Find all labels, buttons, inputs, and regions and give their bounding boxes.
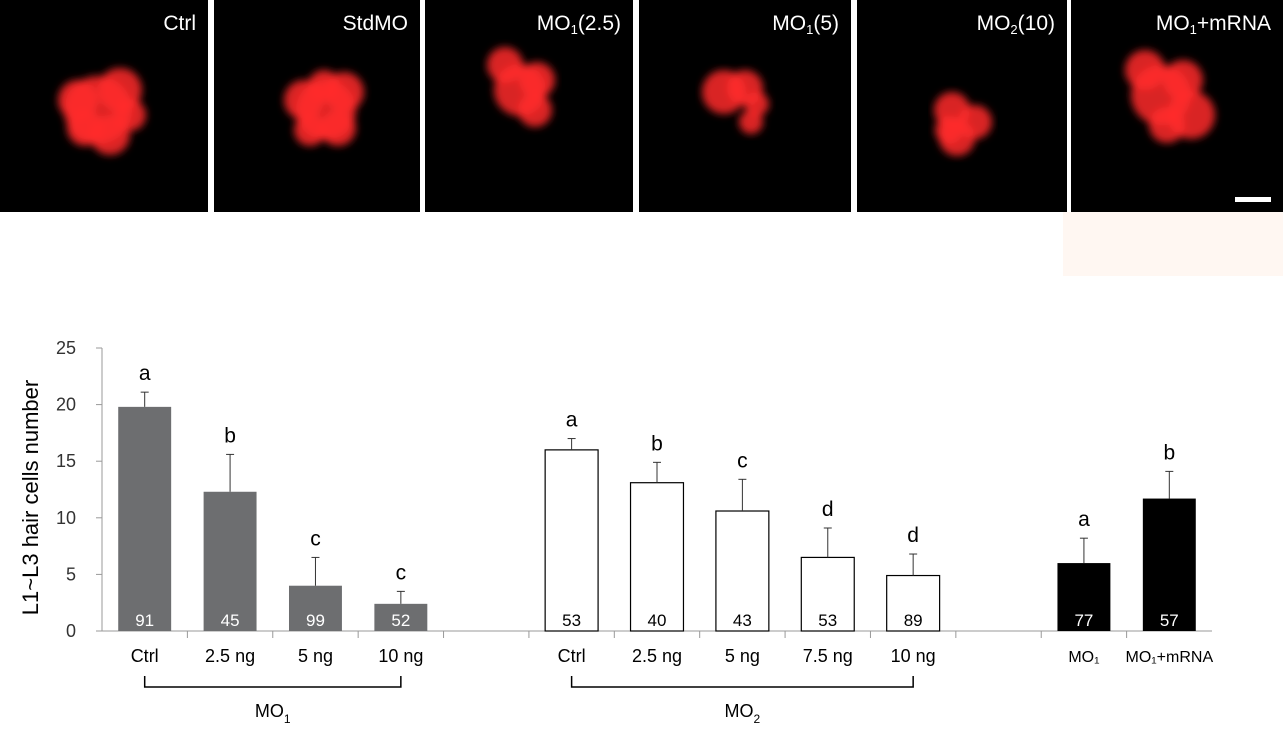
group1-significance-letter: b [224,424,236,447]
cell-cluster-image [284,70,364,146]
y-tick-label: 20 [56,395,76,415]
image-panels: Ctrl StdMO MO1(2.5) MO1(5) MO2(10) MO1+mRNA [0,0,1283,212]
group2-bar-4 [800,556,855,632]
group2-significance-letter: c [737,449,748,472]
panel-label: MO1+mRNA [1155,12,1271,37]
panel-label: MO2(10) [976,12,1055,37]
y-tick-label: 15 [56,451,76,471]
group3-category-label: MO₁ [1068,649,1099,666]
group2-bar-1 [544,449,599,632]
group2-category-label: 5 ng [725,646,760,666]
bar-chart: 0 5 10 15 20 25 L1~L3 hair cells number a 91 Ctrl… [18,338,1213,726]
panel-label: StdMO [342,12,408,35]
panel-5: MO2(10) [857,0,1067,212]
group2-significance-letter: d [822,498,834,521]
cell-cluster-image [1125,50,1215,143]
group2-sample-size: 40 [648,611,667,630]
group2-bar-3 [715,510,770,632]
group2-category-label: 10 ng [891,646,936,666]
cell-cluster-image [934,92,992,156]
group1-category-label: 10 ng [378,646,423,666]
group2-sample-size: 53 [818,611,837,630]
scale-bar [1235,197,1271,202]
group2-bar-5 [886,574,941,632]
group1-bracket-label: MO1 [255,701,291,726]
group1-category-label: Ctrl [131,646,159,666]
y-tick-label: 25 [56,338,76,358]
group2-significance-letter: a [566,409,578,432]
group3-significance-letter: b [1163,441,1175,464]
group1-sample-size: 52 [391,611,410,630]
group3-bar-1 [1057,563,1111,631]
group2-bar-2 [629,482,685,632]
y-tick-label: 0 [66,621,76,641]
group2-sample-size: 53 [562,611,581,630]
panel-4: MO1(5) [639,0,851,212]
group1-significance-letter: c [396,561,407,584]
group2-sample-size: 89 [904,611,923,630]
group3-significance-letter: a [1078,508,1090,531]
group3-category-label: MO₁+mRNA [1125,649,1213,666]
group1-bar-2 [203,491,257,631]
group1-category-label: 2.5 ng [205,646,255,666]
group1-significance-letter: a [139,362,151,385]
group3-sample-size: 77 [1074,611,1093,630]
group2-category-label: 2.5 ng [632,646,682,666]
y-tick-label: 10 [56,508,76,528]
group2-significance-letter: b [651,432,663,455]
group1-category-label: 5 ng [298,646,333,666]
panel-1: Ctrl [0,0,208,212]
group3-bar-2 [1142,498,1196,631]
group1-sample-size: 99 [306,611,325,630]
group2-bracket-label: MO2 [725,701,761,726]
panel-label: MO1(5) [772,12,839,37]
panel-2: StdMO [214,0,420,212]
panel-6: MO1+mRNA [1071,0,1283,212]
group1-bar-1 [118,406,172,631]
group2-bracket [570,676,914,688]
cell-cluster-image [702,70,769,134]
group2-category-label: 7.5 ng [803,646,853,666]
background-patch [1063,212,1283,276]
group1-bracket [143,676,402,688]
panel-label: Ctrl [163,12,196,35]
group1-sample-size: 91 [135,611,154,630]
group1-bar-4 [374,603,428,631]
group1-bar-3 [288,585,342,631]
group2-category-label: Ctrl [558,646,586,666]
y-tick-label: 5 [66,564,76,584]
group2-sample-size: 43 [733,611,752,630]
group1-significance-letter: c [310,527,321,550]
group3-sample-size: 57 [1160,611,1179,630]
cell-cluster-image [487,47,555,127]
cell-cluster-image [58,68,146,155]
y-axis-title: L1~L3 hair cells number [18,380,43,615]
group1-sample-size: 45 [221,611,240,630]
panel-label: MO1(2.5) [536,12,621,37]
panel-3: MO1(2.5) [425,0,633,212]
group2-significance-letter: d [907,524,919,547]
